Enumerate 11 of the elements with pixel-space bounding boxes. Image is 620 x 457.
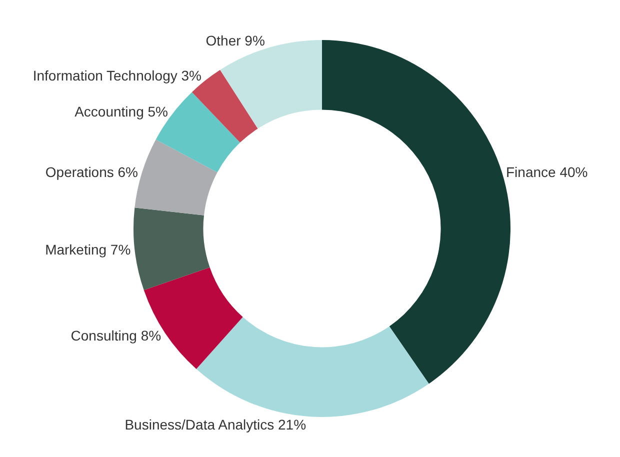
slice-label: Marketing 7% [45, 241, 131, 258]
slice-label: Operations 6% [45, 164, 138, 180]
slice-label: Accounting 5% [74, 103, 168, 120]
donut-slice [144, 267, 243, 369]
slice-label: Consulting 8% [70, 327, 162, 344]
slice-label: Finance 40% [506, 164, 588, 180]
slice-label: Business/Data Analytics 21% [124, 416, 306, 433]
donut-slice [134, 208, 210, 290]
donut-slice [196, 317, 429, 417]
slice-label: Information Technology 3% [32, 67, 202, 84]
slice-label: Other 9% [206, 32, 265, 48]
